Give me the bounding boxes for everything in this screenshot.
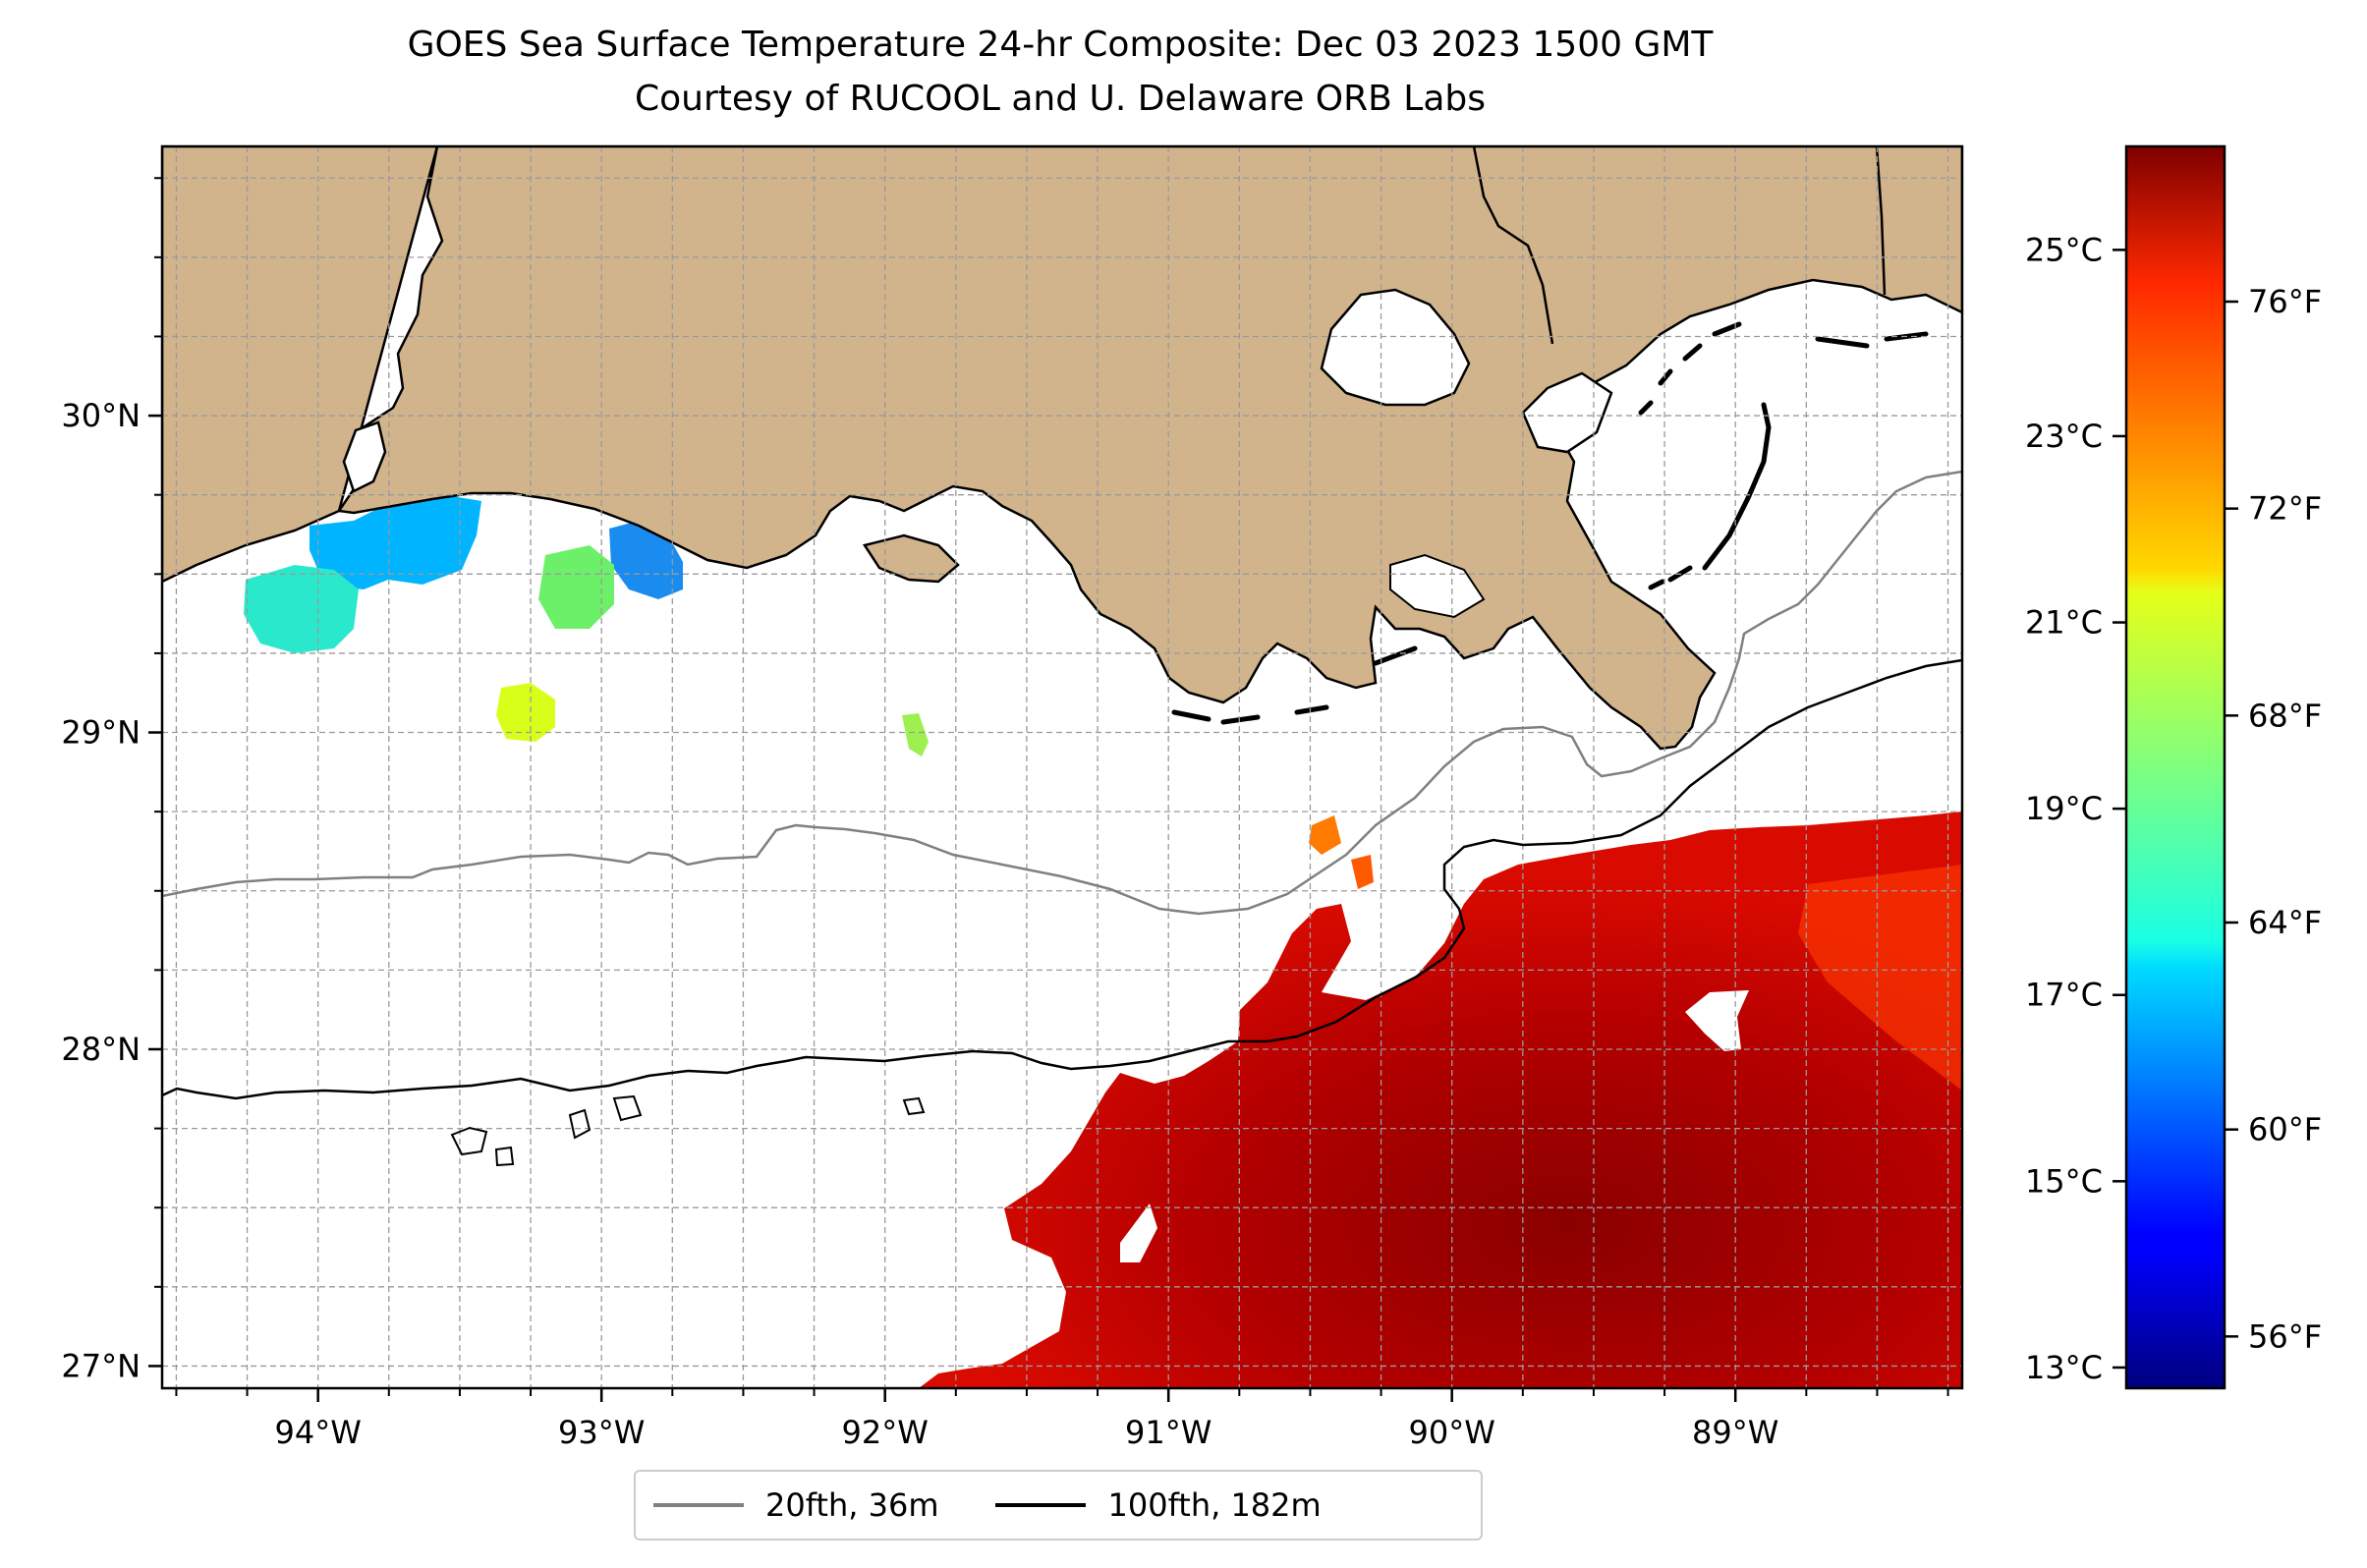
colorbar-frame <box>2124 144 2226 1390</box>
sst-patch-canyon-orange-1 <box>1309 815 1341 855</box>
sst-patch-vermilion-offshore <box>609 521 683 599</box>
colorbar-ticks: 76°F 72°F 68°F 64°F 60°F 56°F 25°C 23°C 21°C 19°C… <box>2025 231 2322 1386</box>
state-border <box>1472 146 1887 345</box>
map-subtitle: Courtesy of RUCOOL and U. Delaware ORB L… <box>634 79 1487 119</box>
legend-swatch-black <box>995 1503 1087 1507</box>
colorbar-label-c: 17°C <box>2025 977 2103 1014</box>
barataria-bay-water <box>1389 553 1486 619</box>
sst-patch-cloud-gap <box>1685 990 1749 1051</box>
colorbar-label-f: 76°F <box>2248 283 2322 320</box>
lat-tick-label: 29°N <box>61 714 141 752</box>
colorbar-label-c: 15°C <box>2025 1162 2103 1200</box>
sst-patch-cloud-gap-2 <box>1120 1204 1157 1262</box>
colorbar-label-c: 25°C <box>2025 231 2103 268</box>
lake-pontchartrain-water <box>1320 288 1471 407</box>
legend: 20fth, 36m 100fth, 182m <box>634 1470 1483 1540</box>
colorbar-label-c: 19°C <box>2025 790 2103 827</box>
colorbar-label-c: 23°C <box>2025 418 2103 455</box>
lake-borgne-water <box>1521 371 1613 454</box>
colorbar-label-f: 60°F <box>2248 1111 2322 1148</box>
lon-tick-label: 92°W <box>842 1414 929 1451</box>
map-area <box>162 146 1962 1388</box>
sst-patch-offshore-yellow <box>496 683 555 742</box>
legend-item-20fth: 20fth, 36m <box>636 1486 938 1524</box>
barrier-islands <box>1171 321 1929 725</box>
colorbar-label-f: 72°F <box>2248 490 2322 528</box>
lat-tick-label: 30°N <box>61 397 141 434</box>
gridlines <box>162 146 1962 1388</box>
legend-swatch-gray <box>653 1503 744 1507</box>
lon-tick-label: 94°W <box>274 1414 361 1451</box>
contour-100fth-182m <box>162 658 1962 1100</box>
colorbar-label-f: 68°F <box>2248 697 2322 734</box>
legend-item-100fth: 100fth, 182m <box>978 1486 1322 1524</box>
sst-patch-offshore-green <box>902 713 929 756</box>
legend-label-100fth: 100fth, 182m <box>1107 1486 1322 1524</box>
sst-patch-warm-east <box>1798 865 1962 1091</box>
sst-patch-shelf-mid <box>538 545 614 629</box>
colorbar-label-f: 56°F <box>2248 1317 2322 1355</box>
sst-patch-deep-gulf <box>919 812 1962 1388</box>
legend-label-20fth: 20fth, 36m <box>765 1486 939 1524</box>
land-marsh-island <box>862 533 960 584</box>
sst-patch-shelf-west <box>244 565 359 653</box>
colorbar-label-f: 64°F <box>2248 904 2322 941</box>
lat-tick-label: 27°N <box>61 1347 141 1384</box>
calcasieu-lake-water <box>342 420 387 493</box>
contour-100fth-islands <box>450 1094 926 1167</box>
map-axis-ticks: 94°W 93°W 92°W 91°W 90°W 89°W 30°N 29°N 28°N 27°N <box>61 177 1949 1451</box>
colorbar-label-c: 13°C <box>2025 1349 2103 1386</box>
lon-tick-label: 90°W <box>1409 1414 1495 1451</box>
colorbar <box>2126 146 2225 1388</box>
colorbar-label-c: 21°C <box>2025 604 2103 642</box>
contour-20fth-36m <box>162 470 1962 916</box>
lon-tick-label: 89°W <box>1692 1414 1778 1451</box>
sst-patch-nearshore-west <box>310 496 481 589</box>
lat-tick-label: 28°N <box>61 1031 141 1068</box>
sst-patch-canyon-orange-2 <box>1351 855 1374 889</box>
map-title: GOES Sea Surface Temperature 24-hr Compo… <box>407 25 1714 65</box>
lon-tick-label: 91°W <box>1125 1414 1212 1451</box>
lon-tick-label: 93°W <box>558 1414 645 1451</box>
map-frame <box>160 144 1964 1390</box>
